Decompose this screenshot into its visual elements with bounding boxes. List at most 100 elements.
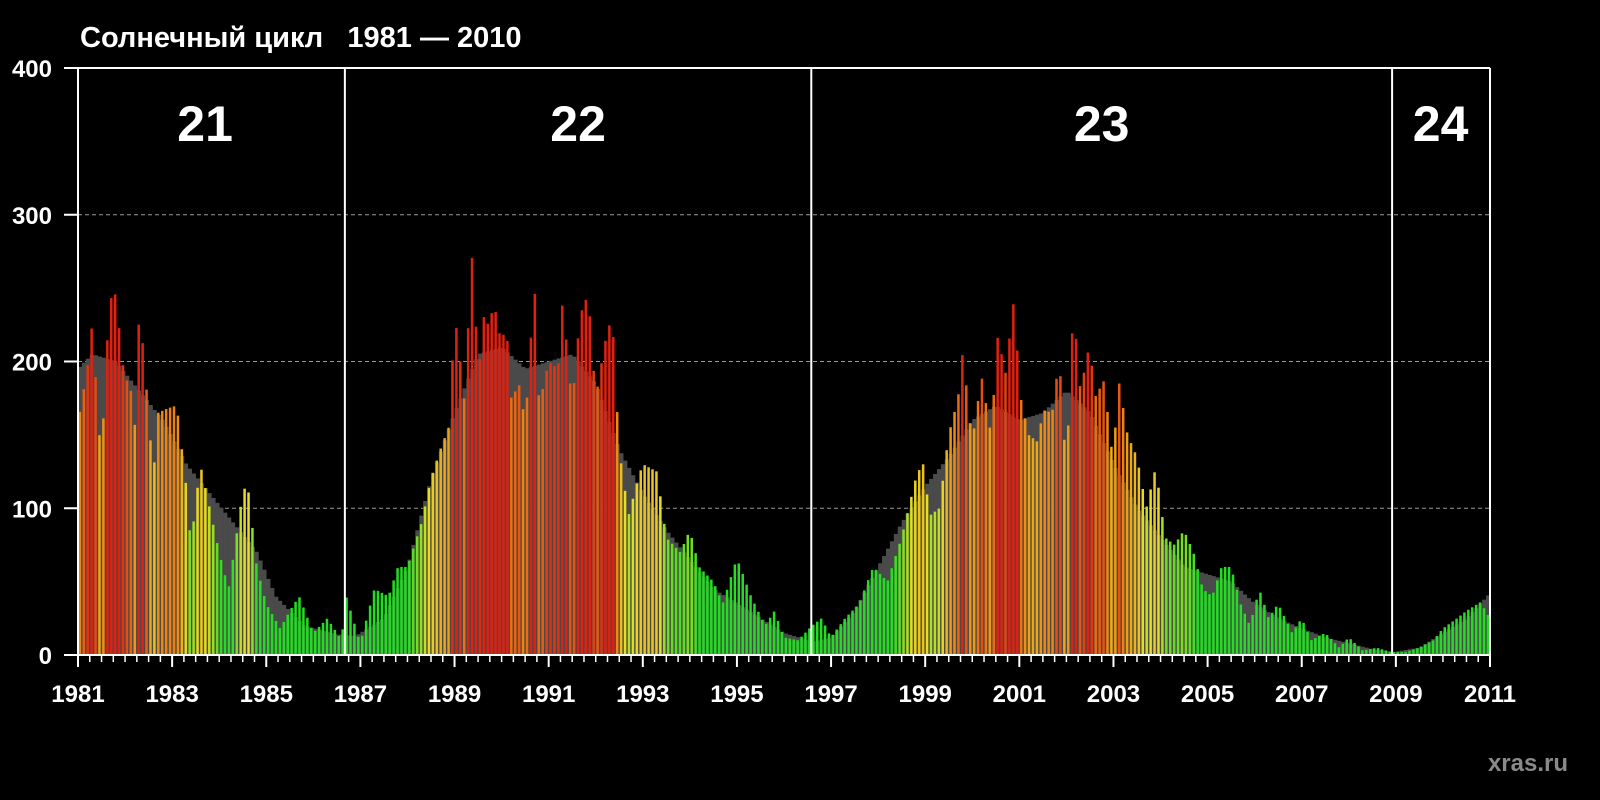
monthly-bar: [710, 579, 713, 655]
monthly-bar: [164, 409, 168, 655]
monthly-bar: [1459, 615, 1462, 655]
monthly-bar: [415, 536, 419, 655]
monthly-bar: [1463, 612, 1466, 655]
smoothed-bar: [227, 517, 232, 655]
monthly-bar: [396, 568, 399, 655]
monthly-bar: [270, 614, 274, 655]
monthly-bar: [992, 394, 995, 655]
monthly-bar: [910, 496, 913, 655]
monthly-bar: [827, 633, 831, 655]
monthly-bar: [137, 324, 140, 655]
monthly-bar: [882, 577, 886, 655]
monthly-bar: [427, 488, 431, 655]
monthly-bar: [262, 595, 266, 655]
monthly-bar: [357, 636, 360, 655]
monthly-bar: [109, 298, 113, 655]
monthly-bar: [121, 365, 125, 655]
monthly-bar: [455, 327, 458, 655]
monthly-bar: [188, 530, 191, 655]
monthly-bar: [541, 389, 544, 655]
monthly-bar: [702, 571, 705, 655]
monthly-bar: [1227, 566, 1231, 655]
monthly-bar: [1133, 452, 1137, 655]
monthly-bar: [1270, 612, 1274, 655]
monthly-bar: [929, 514, 933, 655]
monthly-bar: [294, 601, 297, 655]
monthly-bar: [1039, 423, 1043, 655]
monthly-bar: [1243, 613, 1247, 655]
monthly-bar: [1180, 533, 1184, 655]
monthly-bar: [568, 383, 572, 655]
monthly-bar: [1043, 410, 1046, 655]
x-tick-label: 1995: [710, 681, 763, 708]
monthly-bar: [706, 575, 709, 655]
monthly-bar: [462, 398, 466, 655]
monthly-bar: [815, 621, 819, 655]
monthly-bar: [1325, 635, 1329, 655]
monthly-bar: [1012, 304, 1015, 655]
monthly-bar: [812, 624, 815, 655]
monthly-bar: [612, 337, 615, 655]
grid-lines: [78, 214, 1490, 509]
monthly-bar: [1031, 438, 1035, 655]
monthly-bar: [733, 564, 737, 655]
monthly-bar: [1278, 607, 1282, 655]
monthly-bar: [1157, 487, 1160, 655]
monthly-bar: [1286, 624, 1290, 655]
monthly-bar: [227, 586, 231, 655]
monthly-bar: [180, 449, 184, 655]
monthly-bar: [102, 418, 105, 655]
chart-title: Солнечный цикл 1981 — 2010: [80, 22, 522, 54]
monthly-bar: [780, 631, 784, 655]
monthly-bar: [914, 480, 917, 655]
monthly-bar: [831, 634, 835, 655]
monthly-bar: [153, 462, 156, 655]
monthly-bar: [1114, 427, 1117, 655]
monthly-bar: [553, 366, 556, 655]
smoothed-series: [78, 347, 1491, 656]
monthly-bar: [117, 328, 121, 655]
monthly-bar: [1251, 614, 1254, 655]
monthly-bar: [219, 559, 223, 655]
monthly-bar: [321, 622, 325, 655]
monthly-bar: [341, 629, 344, 655]
monthly-bar: [364, 620, 368, 655]
monthly-bar: [1400, 652, 1403, 655]
monthly-bar: [1345, 639, 1348, 655]
x-tick-label: 1997: [804, 681, 857, 708]
monthly-bar: [325, 618, 329, 655]
y-tick-label: 100: [12, 496, 52, 523]
monthly-bar: [980, 378, 984, 655]
monthly-bar: [843, 618, 846, 655]
monthly-bar: [721, 602, 725, 655]
monthly-bar: [749, 595, 752, 655]
monthly-bar: [564, 339, 568, 655]
monthly-bar: [788, 638, 792, 655]
monthly-bar: [459, 361, 462, 655]
monthly-bar: [1137, 467, 1141, 655]
monthly-bar: [1306, 632, 1309, 655]
monthly-bar: [1290, 632, 1294, 655]
monthly-bar: [894, 555, 897, 655]
monthly-bar: [235, 533, 239, 655]
monthly-bar: [800, 636, 803, 655]
monthly-bar: [1412, 649, 1415, 655]
monthly-bar: [384, 594, 388, 655]
monthly-bar: [1094, 395, 1097, 655]
monthly-bar: [1361, 650, 1364, 655]
monthly-bar: [376, 590, 380, 655]
x-tick-label: 1983: [145, 681, 198, 708]
monthly-bar: [976, 400, 980, 655]
monthly-bar: [513, 391, 517, 655]
monthly-bar: [184, 482, 188, 655]
monthly-bar: [1329, 639, 1333, 655]
monthly-bar: [764, 623, 768, 655]
monthly-bar: [819, 618, 823, 655]
monthly-bar: [917, 470, 921, 655]
monthly-bar: [1161, 517, 1164, 655]
monthly-bar: [933, 511, 937, 655]
monthly-bar: [855, 606, 858, 655]
monthly-bar: [388, 592, 391, 655]
monthly-bar: [886, 580, 890, 655]
monthly-bar: [176, 415, 180, 655]
